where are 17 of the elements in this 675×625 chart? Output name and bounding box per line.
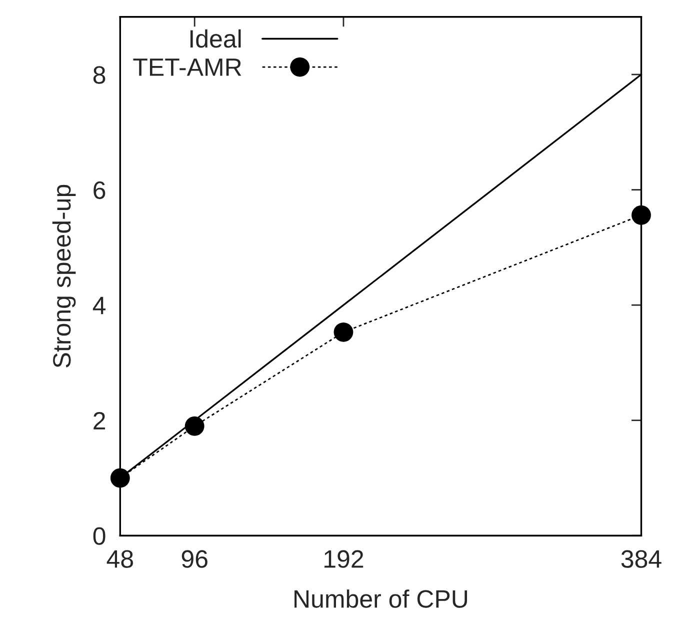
y-tick-label: 0 [93,527,106,545]
y-tick-label: 6 [94,181,106,200]
x-tick-label: 48 [106,550,133,568]
y-tick-label: 8 [93,66,106,84]
point [184,416,204,436]
y-tick-label: 2 [94,412,106,430]
y-axis-title: Strong speed-up [52,184,76,368]
x-tick-label: 96 [182,550,208,568]
point [110,468,130,488]
x-tick-label: 384 [621,550,662,568]
x-axis-title: Number of CPU [294,589,467,608]
point [334,322,354,342]
x-tick-label: 192 [324,550,364,568]
y-tick-label: 4 [92,296,106,314]
point [632,205,651,225]
legend-label: Ideal [190,29,241,48]
legend-label: TET-AMR [133,58,242,76]
